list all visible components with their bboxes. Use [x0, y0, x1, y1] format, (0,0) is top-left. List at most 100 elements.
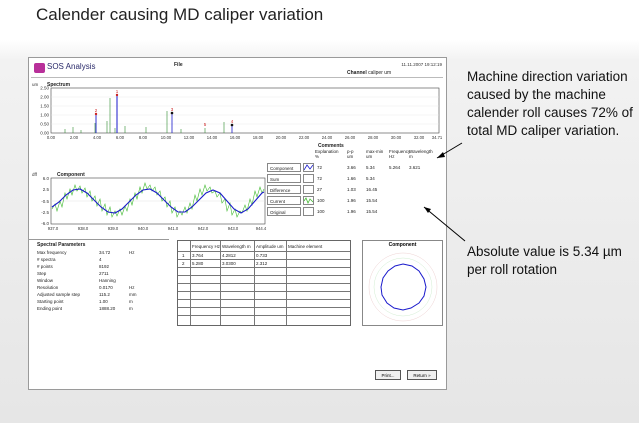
param-value: 2711 — [99, 271, 109, 276]
annotation-text-2: Absolute value is 5.34 µm per roll rotat… — [467, 244, 622, 277]
table-header: Amplitude um — [256, 244, 284, 249]
component-unit: dff — [32, 172, 38, 177]
param-label: Max frequency — [37, 250, 67, 255]
comments-header-line1: Frequency — [389, 149, 411, 154]
component-panel: Component — [362, 240, 443, 326]
comments-header-line2: % — [315, 154, 320, 159]
param-unit: Hz — [129, 250, 135, 255]
comments-row-label: Original — [267, 207, 301, 216]
sum-swatch[interactable] — [303, 174, 314, 183]
print-button[interactable]: Print... — [375, 370, 401, 380]
component-plot[interactable]: dff Component 6.0 2.5 -0.5 -2.5 -6.0 937… — [29, 171, 267, 233]
slide-title: Calender causing MD caliper variation — [36, 5, 324, 24]
comments-header-line1: Explanation — [315, 149, 339, 154]
param-label: Step — [37, 271, 47, 276]
params-title: Spectral Parameters — [37, 242, 86, 248]
param-value: 1888.20 — [99, 306, 116, 311]
param-label: # points — [37, 264, 53, 269]
comments-cell: 100 — [317, 198, 325, 203]
spectrum-grid — [51, 96, 439, 125]
spectrum-y-tick: 0.50 — [40, 122, 49, 127]
spectrum-x-tick: 4.00 — [93, 135, 102, 140]
annotation-text-1: Machine direction variation caused by th… — [467, 69, 633, 138]
spectrum-y-tick: 1.50 — [40, 104, 49, 109]
param-value: 34.72 — [99, 250, 111, 255]
component-x-tick: 942.0 — [198, 226, 209, 231]
comments-header: Wavelength m — [409, 149, 433, 159]
component-swatch[interactable] — [303, 163, 314, 172]
table-row-divider — [178, 291, 350, 292]
param-value: 4 — [99, 257, 102, 262]
param-value: 115.2 — [99, 292, 110, 297]
component-y-tick: -2.5 — [41, 210, 49, 215]
spectrum-y-ticks: 2.50 2.00 1.50 1.00 0.50 0.00 — [40, 86, 49, 136]
param-label: Ending point — [37, 306, 63, 311]
component-y-tick: -6.0 — [41, 221, 49, 226]
analysis-window: SOS Analysis File 11.11.2007 19:12:19 Ch… — [28, 57, 447, 390]
app-name: SOS Analysis — [47, 62, 96, 71]
comments-cell: 15.54 — [366, 198, 378, 203]
comments-header-line1: p-p — [347, 149, 354, 154]
component-blue-trace — [51, 188, 265, 214]
channel-info: Channel caliper um — [347, 70, 391, 76]
table-cell: 4.2812 — [222, 253, 236, 258]
param-unit: m — [129, 299, 133, 304]
table-row-divider — [178, 283, 350, 284]
spectrum-y-tick: 0.00 — [40, 131, 49, 136]
spectrum-title: Spectrum — [47, 82, 71, 88]
table-row-divider — [178, 315, 350, 316]
current-swatch[interactable] — [303, 196, 314, 205]
comments-cell: 1.03 — [347, 187, 356, 192]
component-x-tick: 941.0 — [168, 226, 179, 231]
param-row: Ending point 1888.20 m — [37, 306, 167, 313]
param-unit: mm — [129, 292, 137, 297]
spectrum-x-tick: 26.00 — [345, 135, 356, 140]
param-value: 0.0170 — [99, 285, 113, 290]
comments-header-line1: Wavelength — [409, 149, 433, 154]
spectrum-y-tick: 1.00 — [40, 113, 49, 118]
channel-value: caliper — [368, 70, 383, 76]
spectrum-y-tick: 2.00 — [40, 95, 49, 100]
spectrum-x-tick: 14.00 — [207, 135, 218, 140]
difference-swatch[interactable] — [303, 185, 314, 194]
table-row-divider — [178, 267, 350, 268]
component-polar-plot[interactable] — [363, 249, 442, 324]
return-button[interactable]: Return » — [407, 370, 437, 380]
spectrum-peak-label: 4 — [231, 119, 234, 124]
channel-unit: um — [384, 70, 392, 76]
table-cell: 1 — [182, 253, 185, 258]
comments-row-label: Current — [267, 196, 301, 205]
spectrum-plot[interactable]: um Spectrum 2.50 2.00 1.50 1.00 0.50 0.0… — [29, 80, 446, 142]
param-label: Window — [37, 278, 54, 283]
spectrum-peak-marker — [230, 123, 234, 127]
comments-header-line2: m — [409, 154, 413, 159]
header-divider — [31, 77, 443, 78]
app-logo-icon — [34, 63, 45, 73]
comments-cell: 3.66 — [347, 165, 356, 170]
table-cell: 5.280 — [192, 261, 204, 266]
spectrum-peak-marker — [170, 111, 174, 115]
comments-row-label: Difference — [267, 185, 301, 194]
table-row-divider — [178, 275, 350, 276]
spectrum-x-tick: 28.00 — [368, 135, 379, 140]
comments-cell: 72 — [317, 165, 323, 170]
component-x-tick: 938.0 — [78, 226, 89, 231]
spectrum-x-tick: 20.00 — [276, 135, 287, 140]
param-row: Adjusted sample step 115.2 mm — [37, 292, 167, 299]
table-cell: 3.764 — [192, 253, 204, 258]
component-panel-title: Component — [388, 242, 417, 248]
comments-row-label: Sum — [267, 174, 301, 183]
component-x-tick: 943.0 — [228, 226, 239, 231]
comments-cell: 27 — [317, 187, 323, 192]
original-swatch[interactable] — [303, 207, 314, 216]
spectrum-x-tick: 12.00 — [184, 135, 195, 140]
comments-cell: 15.54 — [366, 209, 378, 214]
spectrum-x-tick: 2.00 — [70, 135, 79, 140]
spectrum-y-tick: 2.50 — [40, 86, 49, 91]
comments-panel: Comments Explanation% p-p um max-min um Fr… — [267, 143, 446, 235]
file-menu[interactable]: File — [174, 62, 183, 68]
table-header: Wavelength m — [222, 244, 251, 249]
arrow-2-head — [424, 207, 431, 213]
comments-cell: 1.66 — [347, 176, 356, 181]
comments-header-line2: um — [347, 154, 354, 159]
